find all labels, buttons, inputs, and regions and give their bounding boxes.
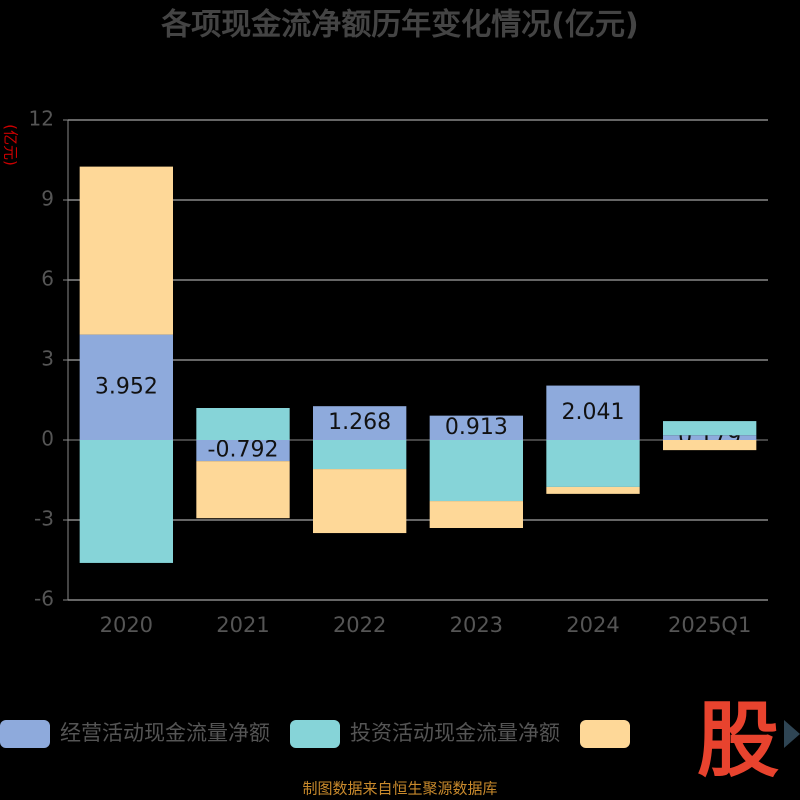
legend-label: 投资活动现金流量净额 (350, 721, 560, 745)
y-tick-label: 3 (41, 347, 54, 371)
x-tick-label: 2021 (216, 613, 269, 637)
data-label: -0.792 (208, 438, 279, 463)
chart-title: 各项现金流净额历年变化情况(亿元) (160, 8, 638, 43)
y-tick-label: -6 (34, 587, 54, 611)
legend-swatch (290, 720, 340, 748)
bar (429, 501, 523, 528)
y-axis-label: (亿元) (2, 124, 20, 166)
bar (546, 486, 640, 494)
x-tick-label: 2025Q1 (668, 613, 751, 637)
x-tick-label: 2022 (333, 613, 386, 637)
y-tick-label: -3 (34, 507, 54, 531)
bar (429, 415, 523, 440)
legend-label: 经营活动现金流量净额 (60, 721, 270, 745)
bar (196, 408, 290, 440)
bar (196, 461, 290, 519)
watermark: 股 (697, 693, 779, 788)
bar (313, 440, 407, 470)
bar (79, 334, 173, 440)
y-tick-label: 9 (41, 187, 54, 211)
legend-next-arrow (784, 720, 800, 748)
x-tick-label: 2020 (100, 613, 153, 637)
data-label: 3.952 (95, 374, 158, 399)
legend-swatch (580, 720, 630, 748)
bar (663, 435, 757, 440)
bar (663, 421, 757, 436)
bar (79, 440, 173, 563)
data-label: 2.041 (562, 400, 625, 425)
bar (546, 440, 640, 487)
y-tick-label: 0 (41, 427, 54, 451)
x-tick-label: 2023 (450, 613, 503, 637)
bar (313, 469, 407, 534)
data-label: 1.268 (328, 410, 391, 435)
y-tick-label: 12 (29, 107, 54, 131)
bar (663, 440, 757, 451)
bar (196, 440, 290, 462)
y-tick-label: 6 (41, 267, 54, 291)
bar (79, 166, 173, 335)
legend-swatch (0, 720, 50, 748)
bar (313, 406, 407, 440)
footer: 制图数据来自恒生聚源数据库 (302, 780, 497, 798)
bar (546, 385, 640, 440)
data-label: 0.913 (445, 415, 508, 440)
bar (429, 440, 523, 502)
x-tick-label: 2024 (566, 613, 619, 637)
